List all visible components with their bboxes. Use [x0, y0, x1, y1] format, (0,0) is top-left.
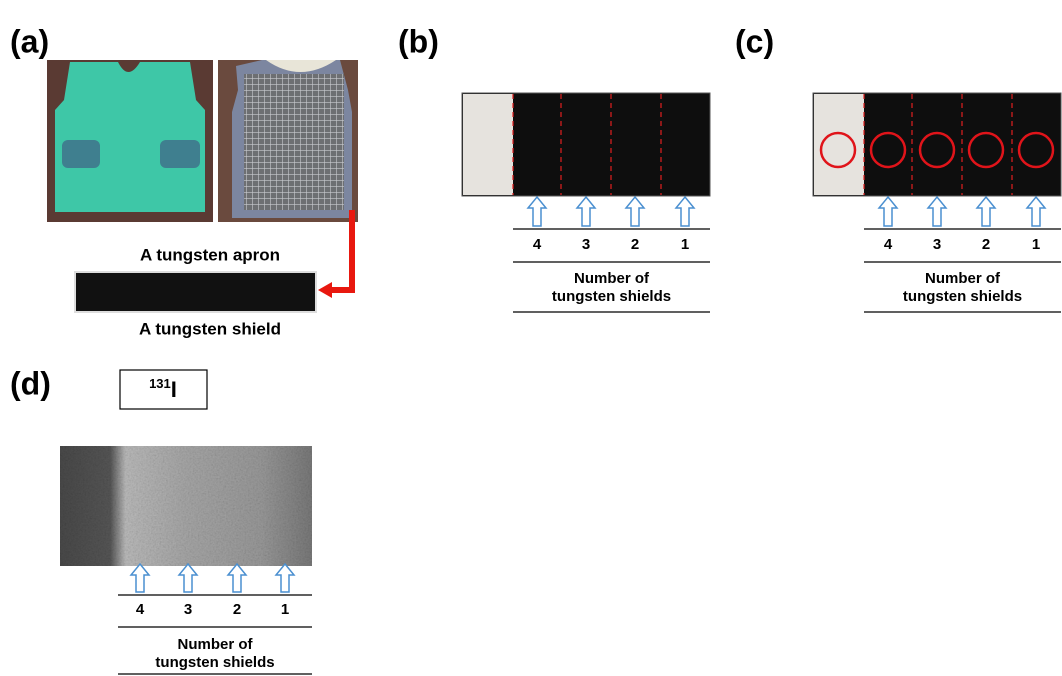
apron-back-photo [218, 60, 358, 222]
arrowhead [318, 282, 332, 298]
axis-title: tungsten shields [155, 654, 274, 671]
axis-title: tungsten shields [552, 288, 671, 305]
shield-count: 1 [1032, 236, 1040, 253]
caption: A tungsten apron [140, 245, 280, 264]
panel-label: (c) [735, 23, 774, 59]
shield-count: 1 [281, 601, 289, 618]
background-area [463, 94, 513, 195]
up-arrow [928, 197, 946, 226]
axis-title: Number of [925, 270, 1001, 287]
shield-count: 4 [884, 236, 893, 253]
panel-label: (b) [398, 23, 439, 59]
shield-count: 3 [184, 601, 192, 618]
up-arrow [626, 197, 644, 226]
up-arrow [528, 197, 546, 226]
up-arrow [977, 197, 995, 226]
isotope-mass: 131 [149, 376, 171, 391]
up-arrow [1027, 197, 1045, 226]
scintigraphy-image [60, 446, 312, 566]
up-arrow [577, 197, 595, 226]
up-arrow [276, 564, 294, 592]
shield-count: 1 [681, 236, 689, 253]
panel-label: (a) [10, 23, 49, 59]
isotope-symbol: I [171, 377, 177, 402]
up-arrow [228, 564, 246, 592]
shield-count: 2 [982, 236, 990, 253]
shield-count: 3 [582, 236, 590, 253]
axis-title: Number of [178, 636, 254, 653]
shield-count: 4 [136, 601, 145, 618]
up-arrow [879, 197, 897, 226]
shield-count: 3 [933, 236, 941, 253]
panel-label: (d) [10, 365, 51, 401]
axis-title: Number of [574, 270, 650, 287]
figure: (a) (b) (c) (d) A tungsten apron A tungsten s… [0, 0, 1062, 676]
caption: A tungsten shield [139, 319, 281, 338]
up-arrow [676, 197, 694, 226]
shield-photo [75, 272, 316, 312]
shield-count: 2 [233, 601, 241, 618]
axis-title: tungsten shields [903, 288, 1022, 305]
apron-front-photo [47, 60, 213, 222]
up-arrow [131, 564, 149, 592]
shield-count: 2 [631, 236, 639, 253]
shield-count: 4 [533, 236, 542, 253]
up-arrow [179, 564, 197, 592]
